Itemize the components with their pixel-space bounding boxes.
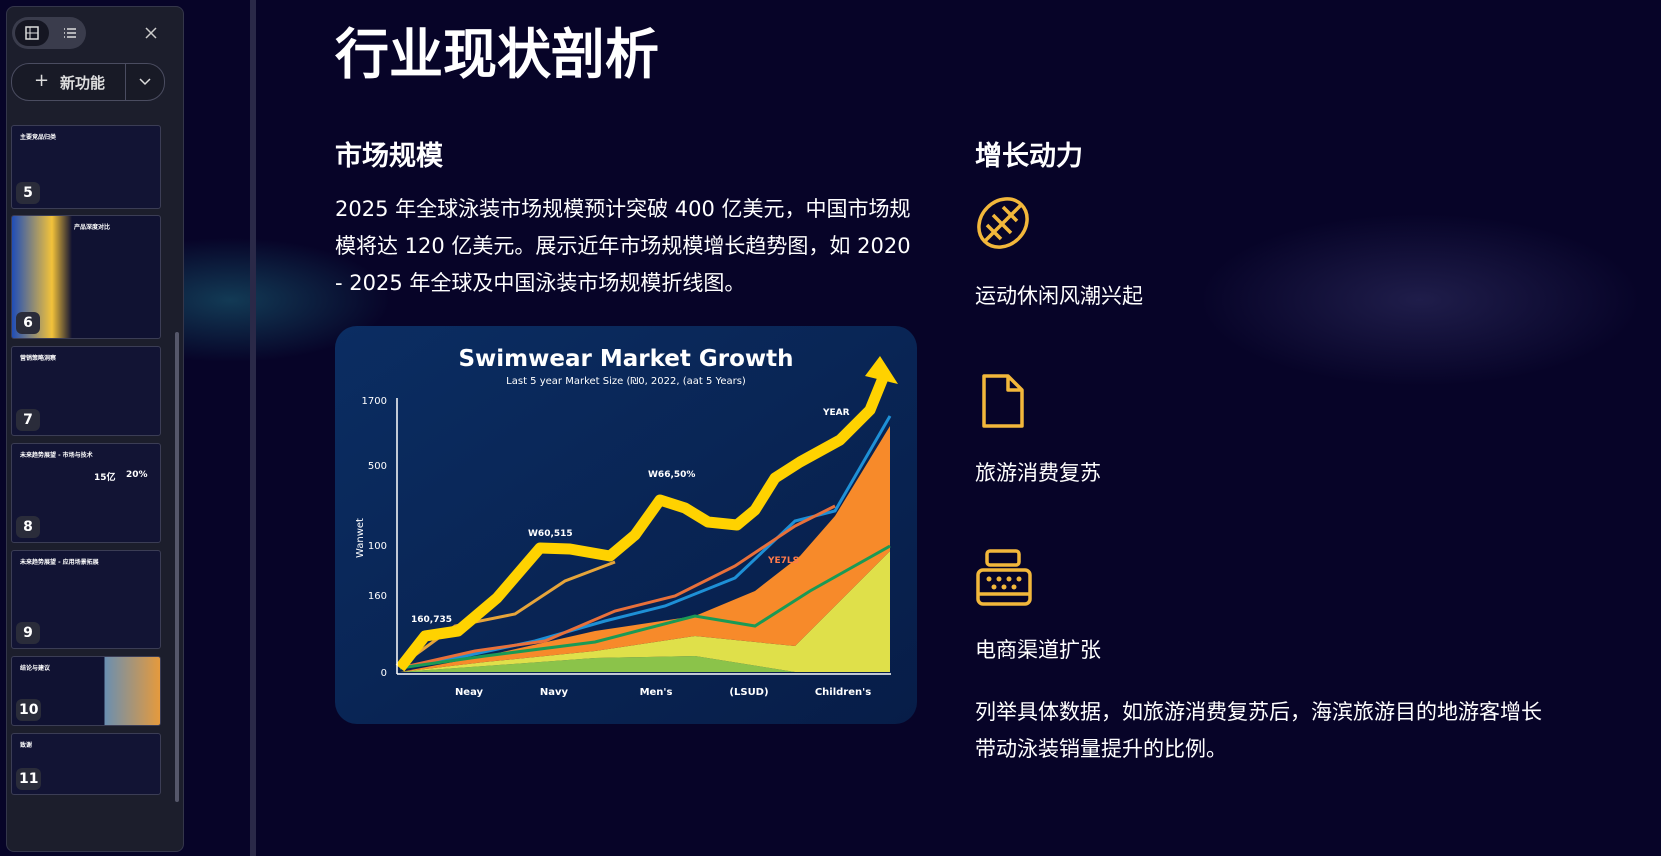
image-subtitle: Last 5 year Market Size (₪0, 2022, (aat … — [506, 376, 746, 387]
image-annotation: YEAR — [822, 408, 850, 418]
slide-thumbnail[interactable]: 主要竞品归类 5 — [11, 125, 161, 209]
close-button[interactable] — [145, 27, 157, 39]
image-annotation: W60,515 — [528, 529, 573, 539]
dropdown-icon[interactable] — [139, 77, 151, 87]
image-y-tick: 0 — [381, 668, 387, 679]
slide-number: 7 — [16, 409, 40, 431]
plus-icon: + — [34, 70, 50, 91]
slide-number: 5 — [16, 182, 40, 204]
image-x-tick: (LSUD) — [729, 687, 768, 698]
driver-item: 旅游消费复苏 — [975, 461, 1101, 485]
thumbnail-stat: 15亿 — [94, 473, 116, 483]
chart-image: Swimwear Market Growth Last 5 year Marke… — [335, 326, 917, 724]
thumbnail-title: 营销策略洞察 — [20, 355, 57, 362]
image-annotation: 160,735 — [411, 615, 452, 625]
image-y-tick: 160 — [368, 591, 387, 602]
driver-item: 运动休闲风潮兴起 — [975, 284, 1143, 308]
sport-icon — [977, 197, 1029, 249]
image-annotation: YE7LS — [767, 556, 799, 566]
slide-number: 11 — [16, 768, 42, 790]
list-icon[interactable] — [63, 26, 77, 40]
register-icon — [976, 549, 1032, 606]
section-heading: 增长动力 — [975, 141, 1083, 172]
slide-thumbnail[interactable]: 致谢 11 — [11, 733, 161, 795]
image-annotation: W66,50% — [648, 470, 695, 480]
thumbnail-title: 结论与建议 — [20, 665, 51, 672]
document-icon — [982, 374, 1024, 428]
paragraph: 2025 年全球泳装市场规模预计突破 400 亿美元，中国市场规模将达 120 … — [335, 197, 911, 295]
image-title: Swimwear Market Growth — [458, 346, 793, 372]
driver-item: 电商渠道扩张 — [975, 638, 1101, 662]
slide-number: 6 — [16, 312, 40, 334]
button-label: 新功能 — [60, 74, 106, 92]
section-heading: 市场规模 — [335, 141, 443, 172]
thumbnail-title: 未来趋势展望 - 应用场景拓展 — [20, 559, 99, 566]
thumbnail-title: 致谢 — [20, 742, 33, 749]
divider-strip — [250, 0, 256, 856]
slide-thumbnail[interactable]: 结论与建议 10 — [11, 656, 161, 726]
scrollbar[interactable] — [175, 332, 179, 802]
grid-icon — [25, 26, 39, 40]
thumbnail-title: 主要竞品归类 — [20, 134, 57, 141]
slide-number: 9 — [16, 622, 40, 644]
slide-thumbnail[interactable]: 未来趋势展望 - 市场与技术 15亿 20% 8 — [11, 443, 161, 543]
sidebar: + 新功能 主要竞品归类 5 产品深度对比 6 营销策略洞察 7 未来趋势展望 - 市场与技… — [6, 6, 184, 852]
slide-thumbnail[interactable]: 产品深度对比 6 — [11, 215, 161, 339]
slide-title: 行业现状剖析 — [335, 23, 659, 86]
new-feature-button[interactable]: + 新功能 — [11, 63, 165, 101]
slide-thumbnail[interactable]: 营销策略洞察 7 — [11, 346, 161, 436]
image-y-tick: 1700 — [362, 396, 387, 407]
thumbnail-stat: 20% — [126, 470, 148, 480]
image-x-tick: Men's — [640, 687, 673, 698]
image-x-tick: Children's — [815, 687, 871, 698]
thumbnail-title: 未来趋势展望 - 市场与技术 — [20, 452, 93, 459]
image-y-label: Wanwet — [355, 518, 366, 558]
image-y-tick: 500 — [368, 461, 387, 472]
slide-number: 10 — [16, 699, 42, 721]
view-toggle[interactable] — [12, 17, 86, 49]
image-x-tick: Navy — [540, 687, 569, 698]
thumbnail-title: 产品深度对比 — [74, 224, 111, 231]
image-x-tick: Neay — [455, 687, 484, 698]
image-y-tick: 100 — [368, 541, 387, 552]
divider — [125, 64, 126, 100]
slide-thumbnail[interactable]: 未来趋势展望 - 应用场景拓展 9 — [11, 550, 161, 649]
paragraph: 列举具体数据，如旅游消费复苏后，海滨旅游目的地游客增长带动泳装销量提升的比例。 — [975, 700, 1542, 761]
slide-number: 8 — [16, 516, 40, 538]
